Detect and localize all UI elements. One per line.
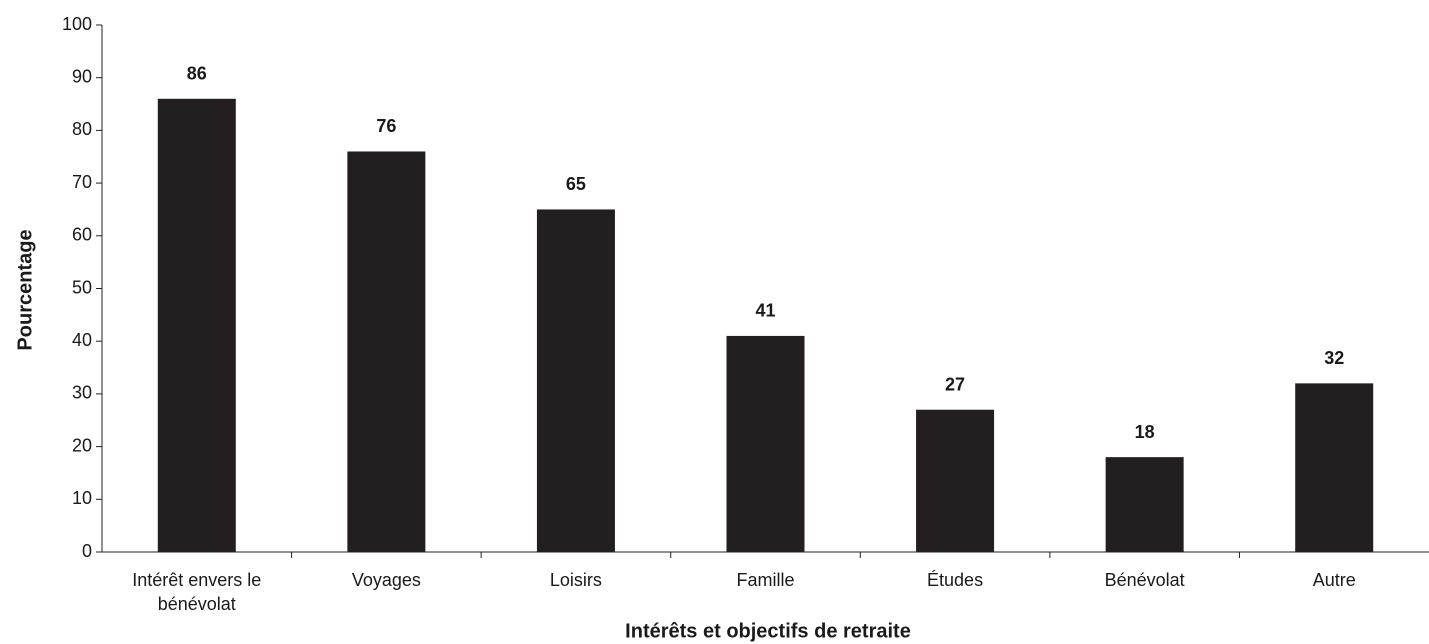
x-tick-label-box: Famille: [736, 570, 795, 590]
y-tick-label: 100: [62, 14, 92, 34]
y-tick-label: 60: [72, 225, 92, 245]
x-tick-label-box: Études: [927, 570, 984, 590]
value-label: 86: [187, 64, 207, 84]
y-tick-label: 0: [82, 541, 92, 561]
value-label: 27: [945, 374, 965, 394]
x-tick-label: Bénévolat: [1104, 570, 1185, 590]
x-tick-label: Études: [927, 570, 984, 590]
bar: [916, 409, 995, 552]
value-label: 18: [1135, 422, 1155, 442]
x-tick-label-box: Loisirs: [549, 570, 602, 590]
y-tick-label: 80: [72, 119, 92, 139]
y-tick-label: 40: [72, 330, 92, 350]
bar: [157, 98, 236, 552]
y-axis-title: Pourcentage: [14, 229, 36, 350]
y-tick-label: 90: [72, 66, 92, 86]
value-label: 76: [376, 116, 396, 136]
y-tick-label: 20: [72, 435, 92, 455]
bar: [1105, 457, 1184, 552]
x-tick-label: Loisirs: [549, 570, 602, 590]
x-tick-label: Famille: [736, 570, 795, 590]
y-tick-label: 70: [72, 172, 92, 192]
x-tick-label: Autre: [1312, 570, 1356, 590]
x-axis-title: Intérêts et objectifs de retraite: [625, 620, 911, 642]
bar: [726, 335, 805, 552]
x-tick-label-box: Voyages: [351, 570, 421, 590]
bar: [1295, 383, 1374, 552]
x-tick-label-box: Autre: [1312, 570, 1356, 590]
value-label: 32: [1324, 348, 1344, 368]
value-label: 65: [566, 174, 586, 194]
y-tick-label: 10: [72, 488, 92, 508]
y-tick-label: 50: [72, 277, 92, 297]
x-tick-label: Intérêt envers le bénévolat: [132, 570, 262, 614]
y-tick-label: 30: [72, 383, 92, 403]
value-label: 41: [755, 301, 775, 321]
x-tick-label-box: Intérêt envers le bénévolat: [132, 570, 262, 614]
x-tick-label: Voyages: [351, 570, 421, 590]
bar: [347, 151, 426, 553]
x-tick-label-box: Bénévolat: [1104, 570, 1185, 590]
bar: [536, 209, 615, 552]
